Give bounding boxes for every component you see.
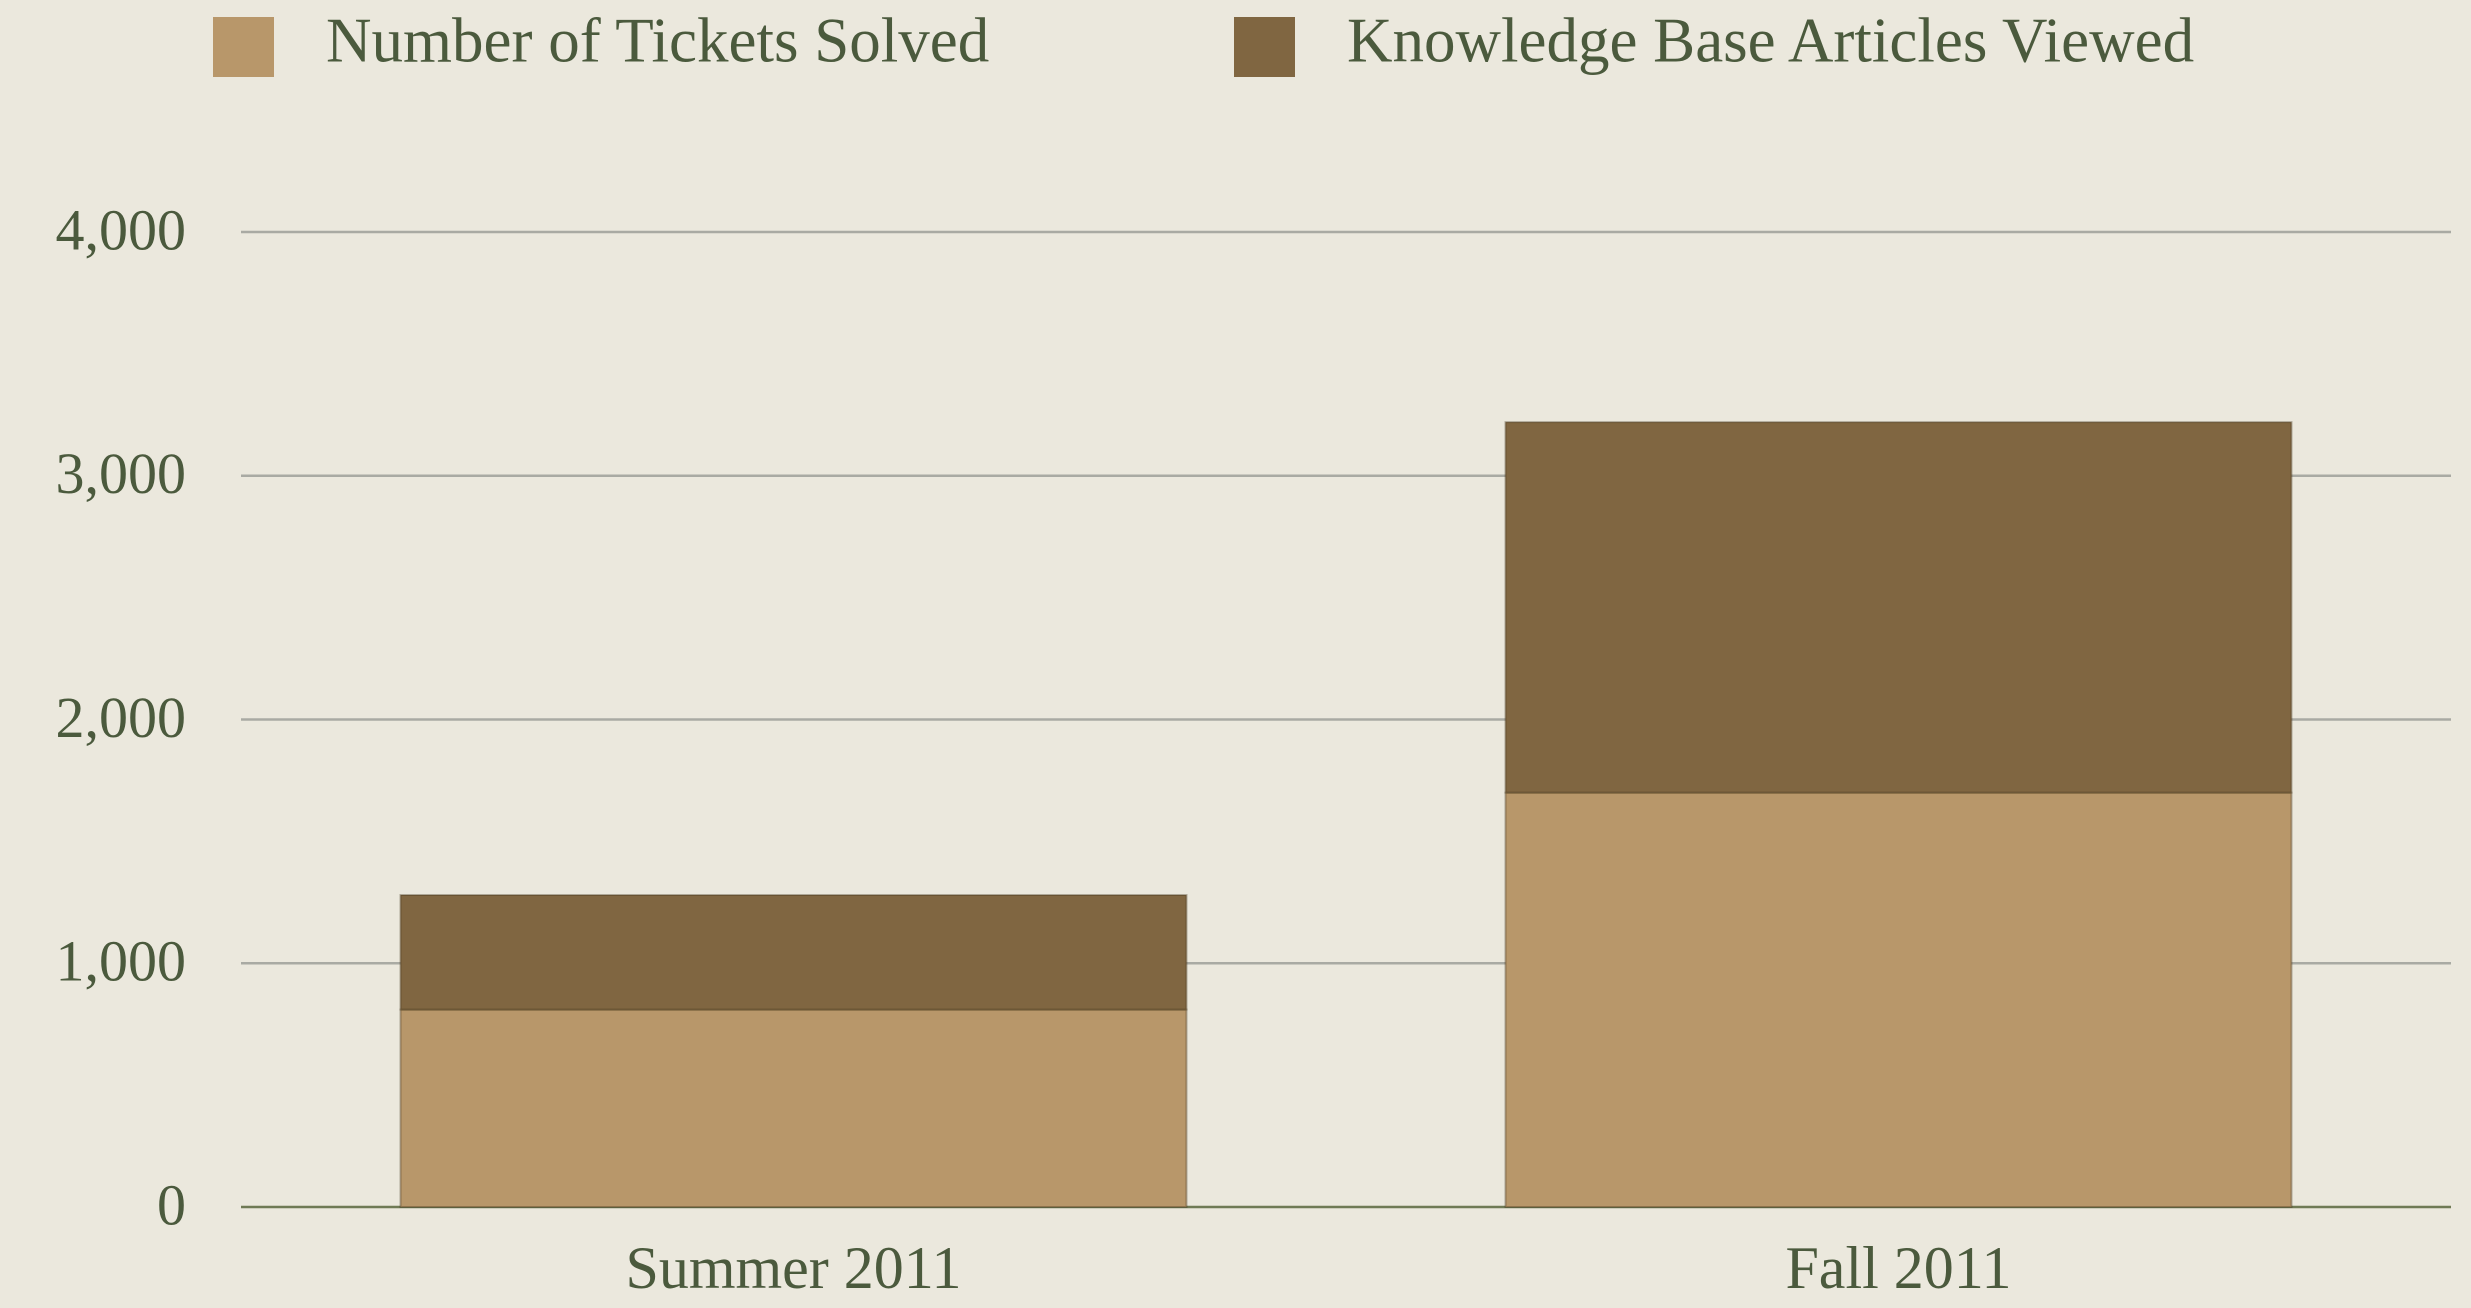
y-tick-label: 0 (157, 1172, 186, 1237)
bar-segment (399, 1008, 1188, 1208)
bar-segment (1504, 791, 2293, 1208)
bar-segment (399, 894, 1188, 1011)
bar-segment (1504, 421, 2293, 794)
y-tick-label: 1,000 (56, 929, 187, 994)
x-tick-label: Summer 2011 (625, 1235, 961, 1301)
legend-label: Number of Tickets Solved (326, 5, 989, 75)
legend-label: Knowledge Base Articles Viewed (1347, 5, 2194, 75)
legend-swatch (1234, 17, 1295, 77)
x-tick-label: Fall 2011 (1785, 1235, 2011, 1301)
y-tick-label: 2,000 (56, 685, 187, 750)
y-tick-label: 3,000 (56, 441, 187, 506)
legend-swatch (213, 17, 274, 77)
y-tick-label: 4,000 (56, 197, 187, 262)
